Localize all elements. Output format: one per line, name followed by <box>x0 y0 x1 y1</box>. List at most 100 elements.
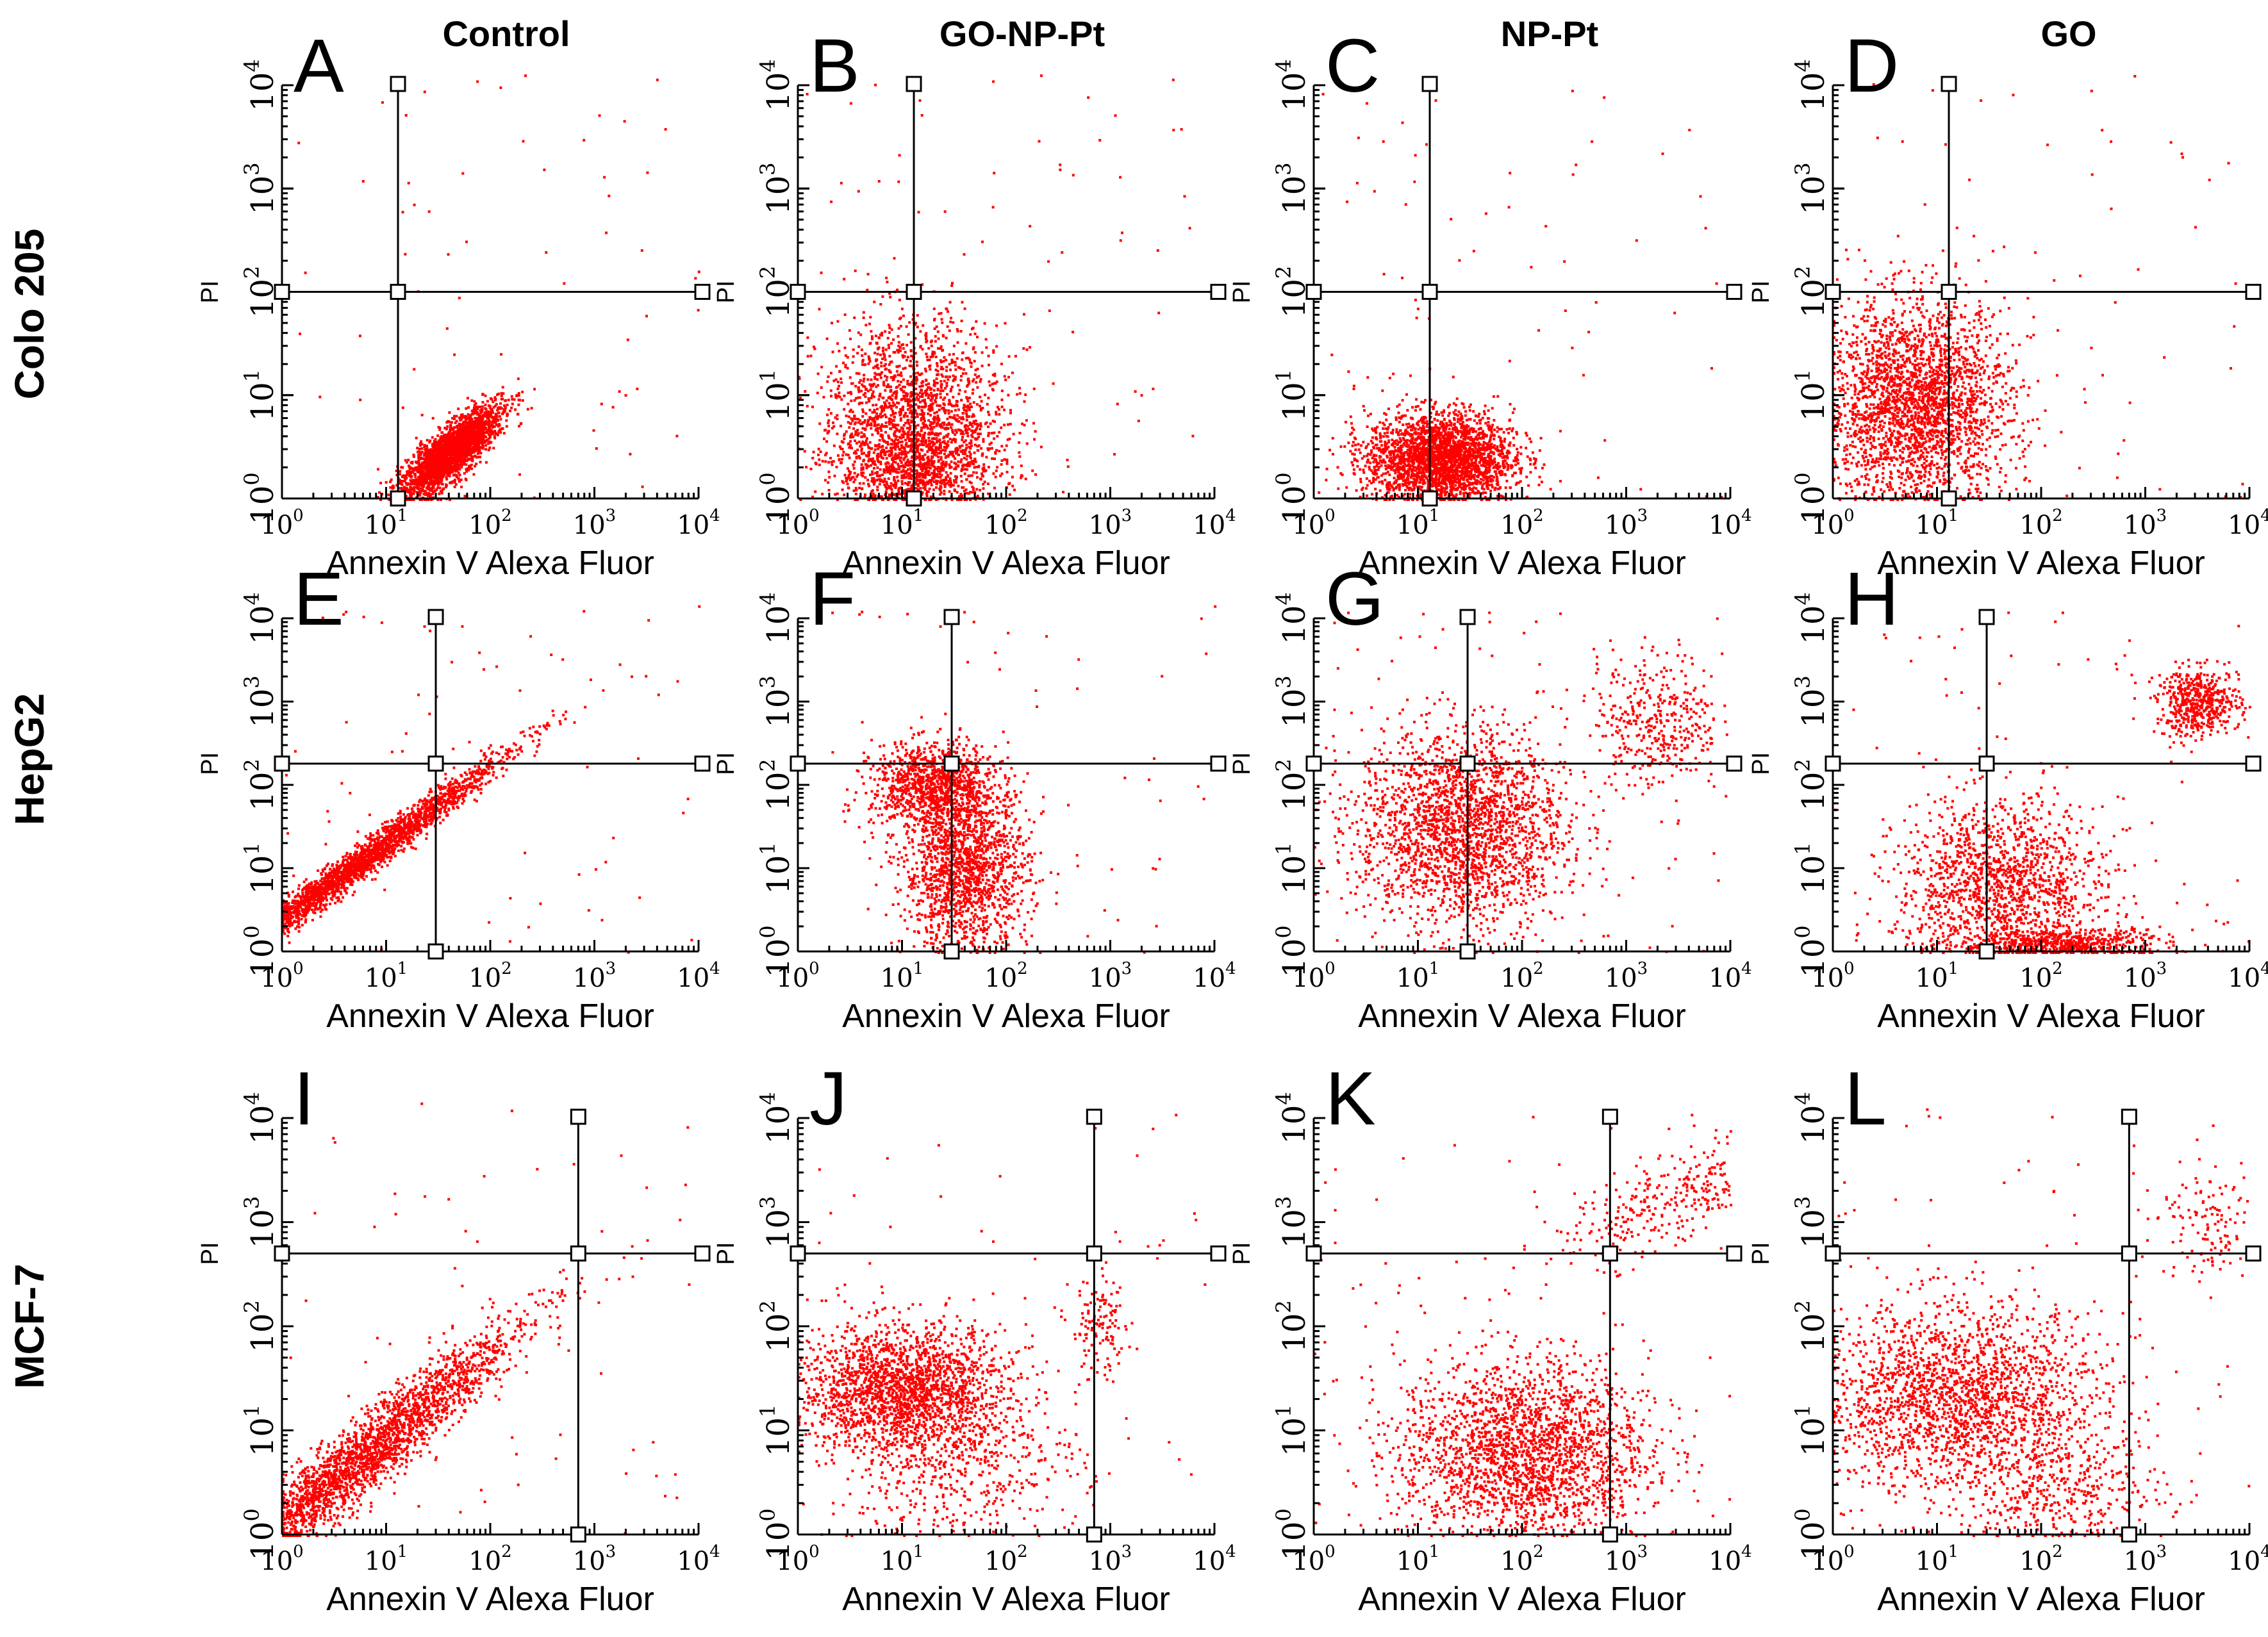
scatter-point <box>869 388 872 391</box>
scatter-point <box>436 486 440 489</box>
scatter-point <box>886 336 890 340</box>
scatter-point <box>1008 438 1011 441</box>
scatter-point <box>803 450 806 453</box>
scatter-point <box>852 355 855 358</box>
scatter-point <box>838 445 841 448</box>
scatter-point <box>437 443 440 446</box>
scatter-point <box>988 413 991 416</box>
scatter-point <box>426 454 429 456</box>
scatter-point <box>964 372 968 375</box>
scatter-point <box>459 433 463 436</box>
scatter-point <box>493 416 496 419</box>
x-tick-label: 101 <box>365 506 408 540</box>
scatter-point <box>976 476 979 479</box>
scatter-point <box>879 353 882 356</box>
scatter-point <box>943 356 946 359</box>
scatter-point <box>934 368 938 372</box>
scatter-point <box>1003 424 1006 427</box>
scatter-point <box>902 391 905 394</box>
scatter-point <box>1020 465 1023 467</box>
scatter-point <box>412 488 415 491</box>
scatter-point <box>459 418 462 422</box>
scatter-point <box>911 405 914 407</box>
scatter-point <box>994 452 997 455</box>
scatter-point <box>361 180 365 183</box>
scatter-point <box>961 444 964 447</box>
scatter-point <box>443 473 446 477</box>
scatter-point <box>899 419 902 422</box>
scatter-point <box>463 440 465 443</box>
scatter-point <box>985 346 988 349</box>
scatter-point <box>401 211 404 214</box>
scatter-point <box>454 470 457 473</box>
scatter-point <box>488 405 492 408</box>
scatter-point <box>987 466 990 469</box>
scatter-point <box>857 432 860 435</box>
scatter-point <box>475 427 478 429</box>
scatter-point <box>1018 386 1021 390</box>
scatter-point <box>467 434 470 437</box>
scatter-point <box>424 498 426 501</box>
scatter-point <box>888 292 891 295</box>
scatter-point <box>854 450 857 453</box>
scatter-point <box>474 416 477 420</box>
scatter-point <box>417 456 420 459</box>
scatter-point <box>995 413 998 416</box>
scatter-point <box>424 463 427 466</box>
scatter-point <box>490 409 493 412</box>
scatter-point <box>907 463 911 466</box>
scatter-point <box>422 462 426 465</box>
scatter-point <box>476 80 479 83</box>
scatter-point <box>1032 422 1035 425</box>
scatter-point <box>465 422 468 425</box>
scatter-point <box>442 436 445 439</box>
scatter-point <box>964 468 967 471</box>
scatter-point <box>843 473 847 477</box>
scatter-point <box>482 415 485 418</box>
scatter-point <box>957 484 960 488</box>
scatter-point <box>961 438 964 441</box>
scatter-point <box>429 495 432 498</box>
scatter-point <box>991 457 994 460</box>
scatter-point <box>436 447 439 450</box>
scatter-point <box>938 475 941 479</box>
scatter-point <box>888 326 891 329</box>
scatter-point <box>454 421 457 424</box>
scatter-point <box>421 487 424 490</box>
scatter-point <box>943 489 946 493</box>
scatter-point <box>479 446 482 449</box>
scatter-point <box>411 480 415 483</box>
scatter-point <box>951 404 954 407</box>
scatter-point <box>867 397 870 400</box>
scatter-point <box>910 381 913 384</box>
scatter-point <box>459 457 462 461</box>
scatter-point <box>463 495 467 498</box>
scatter-point <box>436 470 440 473</box>
scatter-point <box>401 480 404 482</box>
scatter-point <box>799 397 802 400</box>
scatter-point <box>1011 371 1014 374</box>
scatter-point <box>884 358 887 361</box>
scatter-point <box>870 335 873 338</box>
scatter-point <box>486 431 489 434</box>
scatter-point <box>961 486 964 489</box>
scatter-point <box>932 417 935 420</box>
scatter-point <box>1003 458 1006 461</box>
scatter-point <box>477 430 479 433</box>
scatter-point <box>960 480 963 483</box>
scatter-point <box>829 389 832 392</box>
scatter-point <box>487 429 490 432</box>
scatter-point <box>988 380 991 383</box>
scatter-point <box>982 463 986 466</box>
scatter-point <box>944 449 947 452</box>
scatter-point <box>959 461 963 464</box>
scatter-point <box>479 452 483 455</box>
scatter-point <box>447 441 451 445</box>
scatter-point <box>983 481 986 484</box>
scatter-point <box>887 397 890 399</box>
scatter-point <box>447 420 449 423</box>
scatter-point <box>964 439 967 442</box>
scatter-point <box>451 432 454 435</box>
scatter-point <box>1066 458 1069 461</box>
scatter-point <box>954 378 957 381</box>
